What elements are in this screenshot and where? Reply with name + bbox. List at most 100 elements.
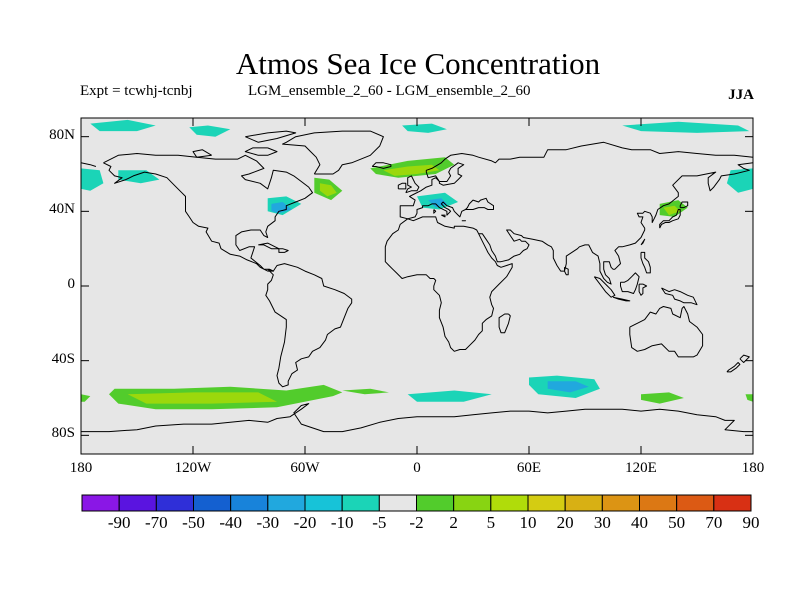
colorbar-swatch	[676, 494, 715, 512]
anomaly-southern-ocean-pacific-core	[127, 392, 277, 404]
anomaly-australia-south-patch	[641, 392, 684, 404]
anomaly-norwegian-sea-core	[383, 164, 440, 176]
anomaly-north-pacific-arctic-west	[90, 119, 156, 132]
colorbar-label: 20	[556, 513, 574, 532]
coastline	[441, 214, 446, 218]
axis-ticks	[80, 118, 754, 454]
anomaly-regions	[81, 119, 753, 410]
coastline	[278, 248, 289, 253]
anomaly-arctic-atlantic-rim	[402, 123, 447, 133]
colorbar-label: 50	[668, 513, 686, 532]
coastline	[80, 162, 97, 167]
coastline	[397, 182, 407, 190]
colorbar-swatch	[527, 494, 566, 512]
colorbar-label: 30	[593, 513, 611, 532]
y-tick-label: 0	[67, 276, 76, 292]
x-tick-label: 120E	[625, 460, 657, 476]
colorbar-label: -40	[219, 513, 242, 532]
coastline	[81, 403, 753, 433]
colorbar-label: 5	[486, 513, 496, 532]
coastline	[282, 130, 384, 175]
anomaly-north-atlantic-west-core	[271, 202, 292, 214]
anomaly-south-atlantic-patch	[342, 388, 389, 395]
anomaly-labrador-sea-core	[319, 183, 337, 197]
coastline	[612, 296, 631, 302]
coastline	[679, 201, 689, 209]
colorbar-swatch	[490, 494, 529, 512]
colorbar-swatch	[564, 494, 603, 512]
colorbar-swatch	[341, 494, 380, 512]
coastline	[629, 306, 704, 358]
y-tick-label: 80N	[49, 126, 75, 143]
coastline	[265, 263, 353, 388]
colorbar-label: -5	[372, 513, 387, 532]
anomaly-arctic-east	[622, 121, 750, 133]
colorbar-swatch	[304, 494, 343, 512]
colorbar	[81, 494, 752, 512]
colorbar-swatch	[155, 494, 194, 512]
anomaly-south-atlantic-teal	[407, 390, 492, 402]
anomaly-indian-ocean-core	[547, 381, 589, 393]
colorbar-label: -70	[144, 513, 168, 532]
colorbar-label: -10	[330, 513, 354, 532]
coastline	[103, 153, 313, 272]
colorbar-swatch	[416, 494, 455, 512]
colorbar-swatch	[267, 494, 306, 512]
x-tick-label: 60W	[290, 460, 320, 476]
coastline	[371, 162, 392, 169]
colorbar-label: -30	[256, 513, 280, 532]
colorbar-swatch	[639, 494, 678, 512]
coastline	[433, 209, 437, 214]
coastline	[192, 149, 212, 158]
coastline	[407, 201, 466, 220]
coastline	[498, 313, 511, 334]
coastline	[640, 251, 651, 274]
colorbar-label: -90	[107, 513, 131, 532]
coastline	[638, 283, 648, 296]
experiment-label: Expt = tcwhj-tcnbj	[80, 83, 193, 99]
coastline	[726, 362, 741, 373]
page-title: Atmos Sea Ice Concentration	[235, 46, 601, 81]
coastline	[245, 130, 297, 143]
anomaly-japan-patch-core	[663, 205, 681, 216]
run-label: LGM_ensemble_2_60 - LGM_ensemble_2_60	[248, 83, 531, 99]
x-tick-label: 0	[413, 460, 421, 476]
coastline	[593, 276, 616, 298]
colorbar-swatch	[193, 494, 232, 512]
coastlines	[80, 130, 754, 433]
coastline	[244, 147, 278, 156]
coastline	[405, 175, 420, 194]
colorbar-swatch	[713, 494, 752, 512]
colorbar-swatch	[230, 494, 269, 512]
colorbar-swatch	[81, 494, 120, 512]
coastline	[564, 266, 569, 276]
x-tick-label: 120W	[174, 460, 212, 476]
anomaly-arctic-canada	[189, 125, 231, 137]
coastline	[661, 287, 698, 306]
x-tick-label: 180	[741, 460, 765, 476]
colorbar-swatch	[378, 494, 417, 512]
colorbar-swatch	[453, 494, 492, 512]
colorbar-label: 70	[705, 513, 723, 532]
colorbar-label: -2	[409, 513, 424, 532]
coastline	[659, 209, 681, 229]
season-label: JJA	[728, 87, 754, 103]
anomaly-west-edge-south	[81, 394, 91, 402]
y-tick-label: 40N	[49, 201, 75, 218]
x-tick-label: 180	[69, 460, 93, 476]
colorbar-label: 90	[742, 513, 760, 532]
coastline	[465, 197, 494, 210]
anomaly-east-edge-south	[745, 394, 753, 402]
colorbar-label: 40	[631, 513, 648, 532]
colorbar-label: -20	[293, 513, 317, 532]
y-tick-label: 40S	[51, 350, 75, 367]
coastline	[640, 238, 646, 246]
colorbar-swatch	[601, 494, 641, 512]
y-tick-label: 80S	[51, 425, 75, 442]
x-tick-label: 60E	[516, 460, 542, 476]
colorbar-label: -50	[182, 513, 205, 532]
colorbar-label: 10	[519, 513, 537, 532]
coastline	[384, 162, 754, 352]
colorbar-label: 2	[449, 513, 458, 532]
